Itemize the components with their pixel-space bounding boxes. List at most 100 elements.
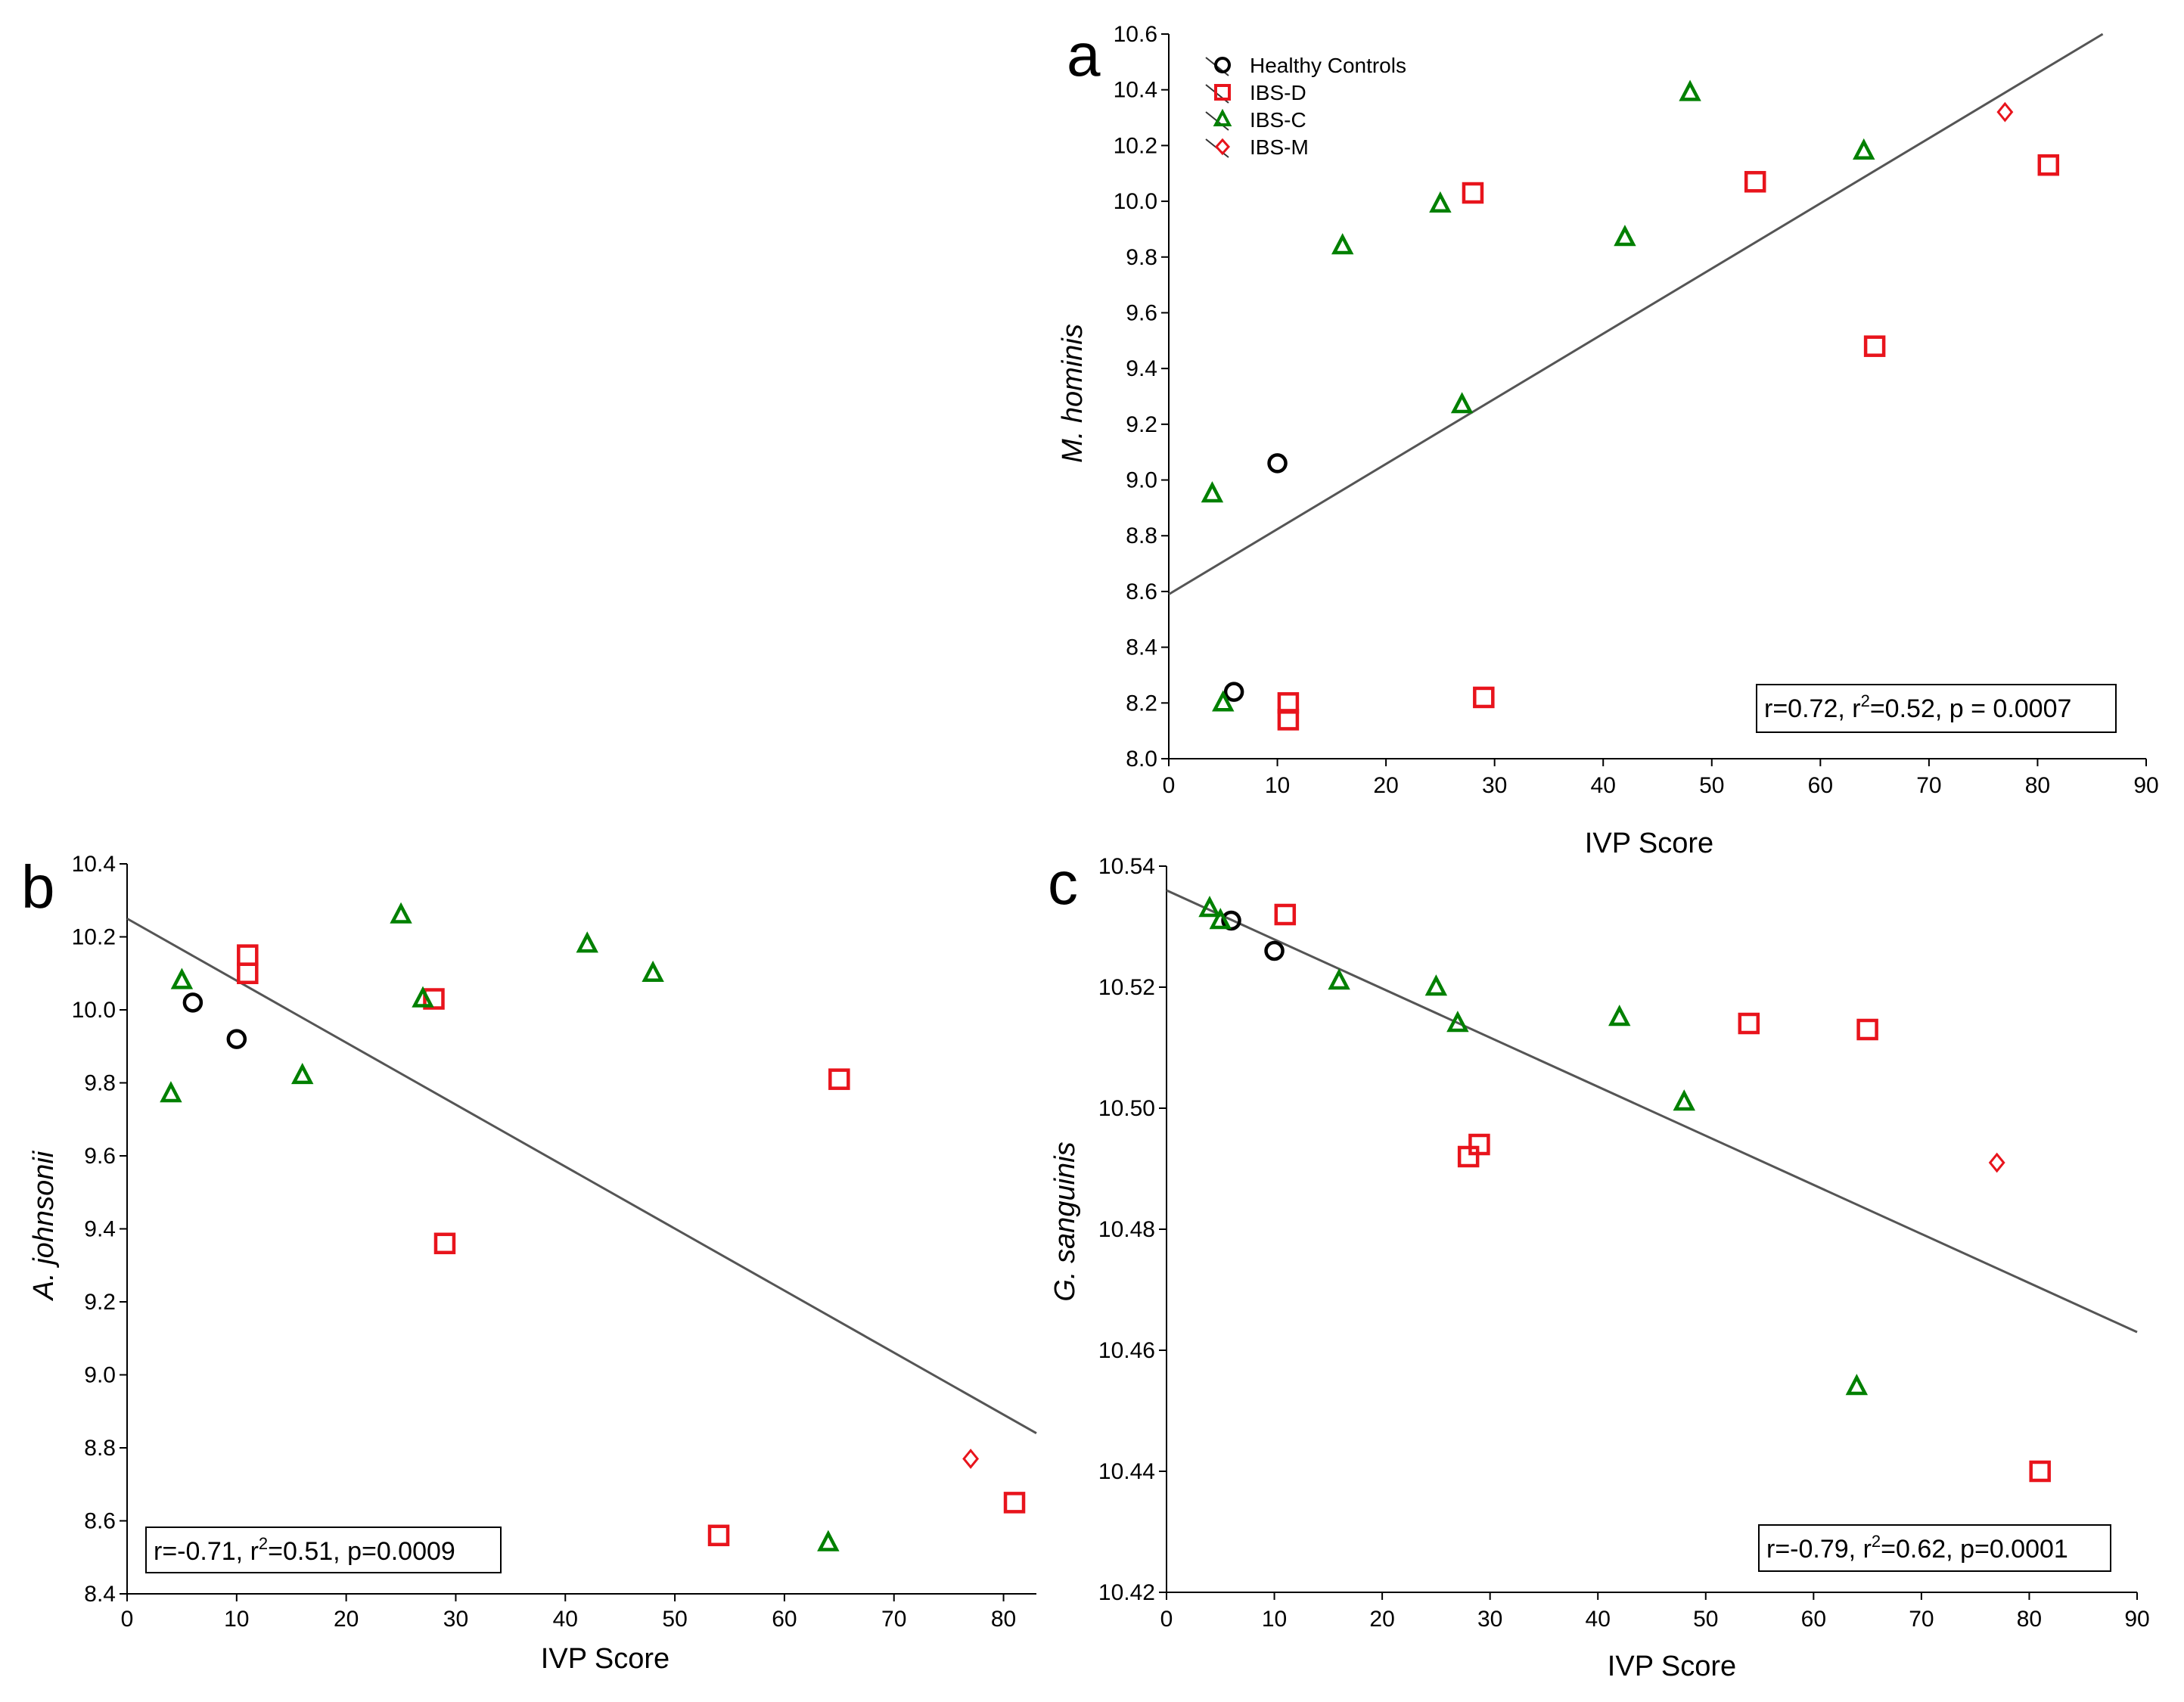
data-point-square: [1462, 182, 1484, 204]
y-tick-label: 8.8: [84, 1436, 116, 1461]
panel-letter: a: [1067, 21, 1101, 89]
data-point-triangle: [576, 931, 598, 953]
data-point-triangle: [1429, 191, 1452, 213]
x-tick-label: 0: [1160, 1607, 1173, 1632]
data-point-triangle: [1450, 392, 1474, 414]
x-tick-label: 50: [1693, 1607, 1718, 1632]
y-tick-label: 9.8: [84, 1071, 116, 1096]
chart-panel-a: a 0 10 20 30 40 50 60 70 80 90 8.0 8.2 8.4 8.6 8.8 9.0 9.…: [1057, 21, 2159, 859]
y-tick-label: 10.4: [72, 852, 116, 877]
data-point-square: [1457, 1145, 1480, 1168]
x-tick-label: 20: [1369, 1607, 1394, 1632]
x-tick-label: 30: [443, 1607, 468, 1632]
data-point-square: [1274, 903, 1297, 926]
data-point-square: [707, 1524, 730, 1547]
data-point-triangle: [1328, 968, 1350, 990]
stats-text: r=-0.79, r2=0.62, p=0.0001: [1766, 1532, 2068, 1564]
y-tick-label: 8.6: [84, 1509, 116, 1534]
data-point-triangle: [1614, 225, 1636, 247]
series-ibs-c: [1198, 896, 1869, 1396]
data-point-triangle: [412, 986, 434, 1008]
series-ibs-m: [1996, 101, 2014, 123]
y-tick-label: 9.4: [84, 1217, 116, 1242]
series-healthy-controls: [1223, 453, 1288, 702]
x-tick-label: 50: [662, 1607, 687, 1632]
panel-letter: b: [21, 853, 55, 921]
data-point-square: [1863, 335, 1886, 357]
data-point-triangle: [1679, 79, 1701, 101]
y-tick-label: 8.2: [1126, 691, 1157, 716]
data-point-triangle: [1673, 1089, 1695, 1111]
legend-label: IBS-D: [1250, 81, 1306, 104]
x-tick-label: 40: [553, 1607, 578, 1632]
data-point-square: [1468, 1133, 1490, 1156]
stats-box: [145, 1527, 502, 1573]
data-point-triangle: [1209, 908, 1232, 930]
data-point-circle: [226, 1029, 247, 1049]
y-tick-label: 10.48: [1098, 1217, 1155, 1242]
data-point-triangle: [642, 960, 664, 982]
series-healthy-controls: [182, 992, 247, 1049]
y-tick-label: 10.46: [1098, 1338, 1155, 1363]
data-point-triangle: [1845, 1374, 1869, 1396]
y-tick-label: 9.0: [1126, 468, 1157, 493]
y-tick-label: 10.52: [1098, 975, 1155, 1000]
y-axis-title: A. johnsonii: [28, 1150, 60, 1301]
y-tick-label: 10.2: [1114, 133, 1157, 158]
x-tick-label: 80: [991, 1607, 1016, 1632]
data-point-circle: [1223, 682, 1244, 702]
y-tick-label: 10.2: [72, 925, 116, 950]
legend-label: Healthy Controls: [1250, 54, 1406, 77]
data-point-diamond: [1988, 1152, 2005, 1173]
stats-box: [1758, 1524, 2111, 1572]
regression-line: [1168, 33, 2104, 595]
panel-letter: c: [1048, 849, 1078, 917]
x-tick-label: 60: [1801, 1607, 1826, 1632]
x-tick-label: 10: [1262, 1607, 1287, 1632]
data-point-triangle: [817, 1530, 840, 1551]
y-tick-label: 10.42: [1098, 1580, 1155, 1605]
data-point-square: [2037, 154, 2060, 176]
data-point-triangle: [1201, 481, 1224, 503]
data-point-triangle: [1853, 138, 1875, 160]
x-tick-label: 20: [334, 1607, 359, 1632]
x-tick-label: 0: [1163, 773, 1176, 798]
legend: Healthy Controls IBS-D IBS-C IBS-M: [1205, 54, 1406, 159]
stats-text: r=0.72, r2=0.52, p = 0.0007: [1764, 691, 2071, 723]
data-point-square: [237, 944, 259, 966]
x-tick-label: 10: [224, 1607, 249, 1632]
data-point-diamond: [962, 1449, 980, 1469]
data-point-circle: [182, 992, 203, 1013]
x-tick-label: 30: [1477, 1607, 1502, 1632]
x-axis-title: IVP Score: [1608, 1651, 1736, 1682]
legend-marker-square: [1214, 84, 1231, 101]
regression-line: [126, 918, 1037, 1435]
series-ibs-m: [962, 1449, 980, 1469]
y-tick-label: 10.50: [1098, 1096, 1155, 1121]
data-point-square: [1738, 1012, 1760, 1035]
y-tick-label: 9.8: [1126, 245, 1157, 270]
x-axis-title: IVP Score: [1585, 828, 1713, 859]
data-point-square: [423, 988, 445, 1010]
x-tick-label: 70: [1909, 1607, 1934, 1632]
y-tick-label: 10.44: [1098, 1459, 1155, 1484]
stats-text: r=-0.71, r2=0.51, p=0.0009: [154, 1534, 455, 1566]
chart-panel-c: c 0 10 20 30 40 50 60 70 80 90 10.42 10.44 10.46 10.48…: [1048, 849, 2150, 1682]
x-tick-label: 40: [1591, 773, 1616, 798]
y-tick-label: 10.6: [1114, 22, 1157, 47]
x-tick-label: 40: [1586, 1607, 1611, 1632]
series-ibs-d: [1277, 154, 2060, 731]
y-tick-label: 9.4: [1126, 356, 1157, 381]
data-point-square: [1277, 709, 1300, 731]
y-tick-label: 9.2: [84, 1290, 116, 1315]
y-tick-label: 9.0: [84, 1363, 116, 1388]
y-tick-label: 10.0: [72, 998, 116, 1023]
data-point-triangle: [1446, 1011, 1469, 1033]
y-tick-label: 10.54: [1098, 854, 1155, 879]
x-tick-label: 60: [1808, 773, 1833, 798]
x-tick-label: 90: [2124, 1607, 2149, 1632]
y-tick-label: 8.0: [1126, 747, 1157, 772]
y-axis-title: G. sanguinis: [1049, 1141, 1081, 1301]
y-tick-label: 9.2: [1126, 412, 1157, 437]
